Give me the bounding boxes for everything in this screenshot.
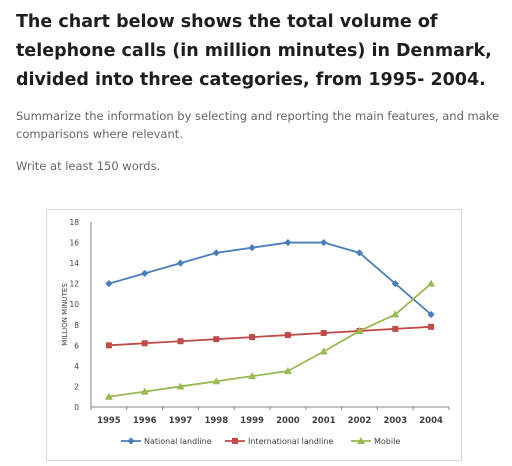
x-tick-label: 1996 (133, 416, 157, 426)
data-point-national-landline (355, 249, 364, 257)
y-axis-label: MILLION MINUTES (61, 283, 69, 346)
x-tick-label: 2004 (419, 416, 443, 426)
data-point-international-landline (320, 330, 327, 336)
data-point-mobile (248, 372, 257, 380)
data-point-mobile (104, 392, 113, 400)
line-chart: 0 2 4 6 8 10 12 14 16 18 MILLION MINUTES 1995 1996 19… (46, 209, 462, 461)
data-point-mobile (319, 347, 328, 355)
legend-marker-national-landline (127, 437, 135, 445)
data-point-national-landline (248, 244, 256, 252)
x-tick-label: 1995 (97, 416, 121, 426)
x-tick-label: 1998 (204, 416, 228, 426)
data-point-mobile (355, 326, 364, 334)
data-point-national-landline (320, 238, 328, 247)
data-point-international-landline (249, 334, 256, 341)
legend-label-international-landline: International landline (248, 437, 333, 446)
y-tick-label: 12 (69, 280, 79, 289)
x-tick-label: 2000 (276, 416, 300, 426)
x-tick-label: 1997 (169, 416, 193, 426)
data-point-mobile (212, 377, 221, 385)
x-tick-label: 1999 (240, 416, 264, 426)
data-point-national-landline (284, 238, 292, 247)
data-point-international-landline (392, 325, 399, 332)
data-point-mobile (391, 310, 400, 318)
data-point-national-landline (176, 259, 185, 267)
chart-canvas: 0 2 4 6 8 10 12 14 16 18 MILLION MINUTES 1995 1996 19… (61, 218, 450, 446)
question-heading: The chart below shows the total volume o… (16, 12, 492, 90)
x-tick-label: 2002 (348, 416, 372, 426)
y-tick-label: 16 (69, 239, 79, 248)
legend-marker-international-landline (232, 438, 238, 444)
data-point-national-landline (212, 249, 220, 257)
data-point-international-landline (177, 338, 184, 345)
y-tick-label: 0 (74, 403, 79, 412)
y-tick-label: 6 (74, 341, 79, 350)
word-count-requirement: Write at least 150 words. (16, 159, 161, 173)
task-instruction: Summarize the information by selecting a… (16, 109, 500, 141)
y-tick-label: 2 (74, 382, 79, 391)
data-point-national-landline (427, 310, 435, 319)
series-line-national-landline (108, 241, 432, 316)
data-point-international-landline (105, 342, 112, 349)
data-point-mobile (176, 382, 185, 390)
data-point-international-landline (428, 323, 435, 330)
data-point-national-landline (141, 269, 149, 277)
data-point-mobile (427, 279, 436, 287)
series-line-mobile (108, 282, 432, 398)
legend-marker-mobile (357, 437, 365, 444)
legend-label-mobile: Mobile (374, 437, 400, 446)
data-point-international-landline (213, 336, 220, 343)
data-point-national-landline (105, 280, 113, 288)
x-tick-label: 2003 (383, 416, 407, 426)
y-tick-label: 14 (69, 259, 79, 268)
y-tick-label: 18 (69, 218, 79, 227)
y-tick-label: 4 (74, 362, 79, 371)
x-tick-label: 2001 (312, 416, 336, 426)
data-point-international-landline (141, 340, 148, 347)
legend-label-national-landline: National landline (144, 437, 212, 446)
data-point-mobile (283, 367, 292, 375)
series-line-international-landline (108, 325, 432, 347)
data-point-mobile (140, 387, 149, 395)
y-tick-label: 10 (69, 300, 79, 309)
y-tick-label: 8 (74, 321, 79, 330)
data-point-international-landline (284, 332, 291, 339)
